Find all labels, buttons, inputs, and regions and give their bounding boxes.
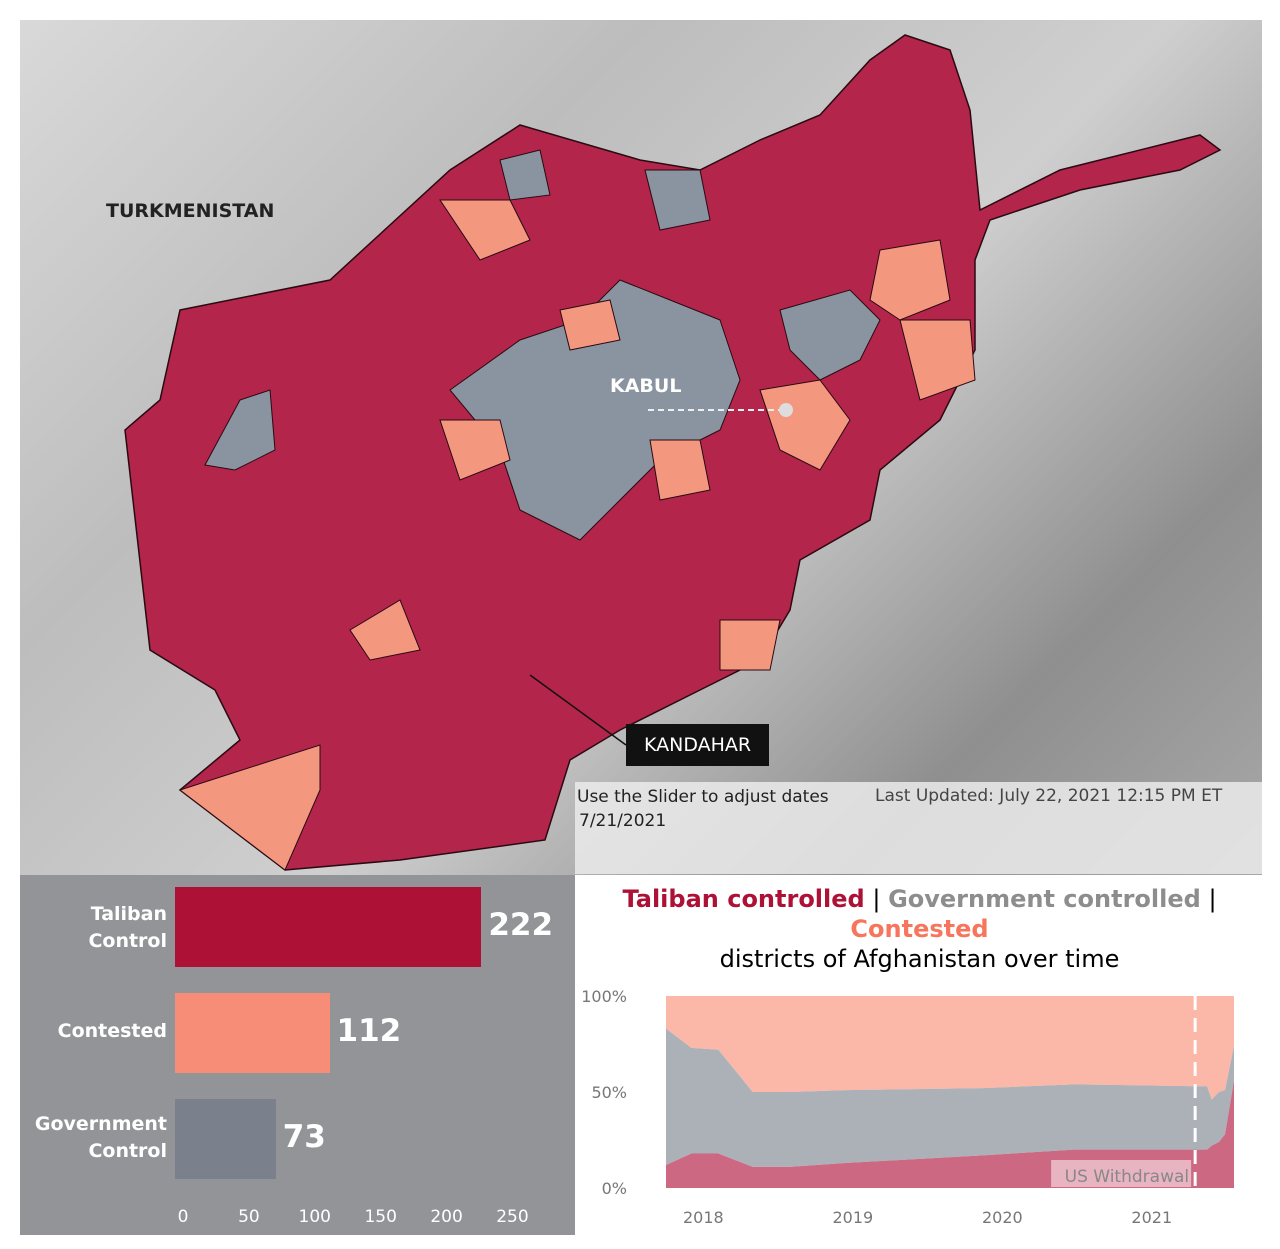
kandahar-leader xyxy=(529,674,627,746)
bar-value-taliban: 222 xyxy=(488,907,554,943)
contested-region xyxy=(349,599,421,661)
government-region xyxy=(204,389,276,471)
x-tick-label: 2018 xyxy=(683,1208,724,1227)
contested-region xyxy=(439,419,511,481)
bar-government[interactable] xyxy=(175,1099,276,1179)
contested-region xyxy=(719,619,781,671)
x-tick-label: 2020 xyxy=(982,1208,1023,1227)
government-region xyxy=(779,289,881,381)
x-tick-label: 2021 xyxy=(1131,1208,1172,1227)
x-tick-label: 2019 xyxy=(832,1208,873,1227)
x-tick-label: 100 xyxy=(298,1207,332,1227)
government-region xyxy=(644,169,711,231)
title-government: Government controlled xyxy=(888,885,1201,913)
withdrawal-label-bg xyxy=(1051,1160,1192,1187)
y-tick-label: 0% xyxy=(602,1179,627,1198)
kabul-marker xyxy=(779,403,793,417)
area-chart-title: Taliban controlled | Government controll… xyxy=(577,878,1262,984)
contested-region xyxy=(899,319,976,401)
label-kandahar: KANDAHAR xyxy=(626,724,770,766)
district-map[interactable]: TURKMENISTAN KABUL KANDAHAR xyxy=(20,20,1262,875)
bar-value-contested: 112 xyxy=(336,1013,402,1049)
y-tick-label: 50% xyxy=(591,1083,627,1102)
bar-contested[interactable] xyxy=(175,993,330,1073)
slider-panel: Use the Slider to adjust dates 7/21/2021… xyxy=(575,782,1262,874)
slider-label: Use the Slider to adjust dates xyxy=(577,787,829,807)
title-taliban: Taliban controlled xyxy=(622,885,865,913)
area-government xyxy=(666,1028,1234,1167)
slider-date[interactable]: 7/21/2021 xyxy=(579,811,667,831)
x-tick-label: 50 xyxy=(238,1207,260,1227)
title-contested: Contested xyxy=(850,915,989,943)
contested-region xyxy=(759,379,851,471)
bar-value-government: 73 xyxy=(282,1119,326,1155)
contested-region xyxy=(559,299,621,351)
area-contested xyxy=(666,996,1234,1100)
x-tick-label: 250 xyxy=(496,1207,529,1227)
title-subtitle: districts of Afghanistan over time xyxy=(719,945,1120,973)
label-kabul: KABUL xyxy=(610,375,682,397)
bar-label-contested: Contested xyxy=(57,1020,167,1042)
label-turkmenistan: TURKMENISTAN xyxy=(106,200,275,222)
government-region xyxy=(499,149,551,201)
afghanistan-districts xyxy=(124,34,1222,871)
title-sep: | xyxy=(1200,885,1217,913)
control-over-time-area-chart: 0% 50% 100% 2018 2019 2020 2021 US Withdrawal xyxy=(581,987,1234,1227)
last-updated: Last Updated: July 22, 2021 12:15 PM ET xyxy=(875,786,1223,806)
x-tick-label: 0 xyxy=(177,1207,189,1227)
contested-region xyxy=(869,239,951,321)
withdrawal-label: US Withdrawal xyxy=(1065,1167,1189,1187)
district-count-bar-chart: Taliban Control Contested Government Contr… xyxy=(20,875,575,1235)
x-tick-label: 150 xyxy=(364,1207,397,1227)
title-sep: | xyxy=(864,885,889,913)
contested-region xyxy=(439,199,531,261)
bar-taliban[interactable] xyxy=(175,887,482,967)
contested-region xyxy=(178,744,321,871)
contested-region xyxy=(649,439,711,501)
x-tick-label: 200 xyxy=(430,1207,463,1227)
bar-label-government: Government Control xyxy=(34,1113,167,1162)
y-tick-label: 100% xyxy=(581,987,627,1006)
bar-label-taliban: Taliban Control xyxy=(88,903,167,952)
